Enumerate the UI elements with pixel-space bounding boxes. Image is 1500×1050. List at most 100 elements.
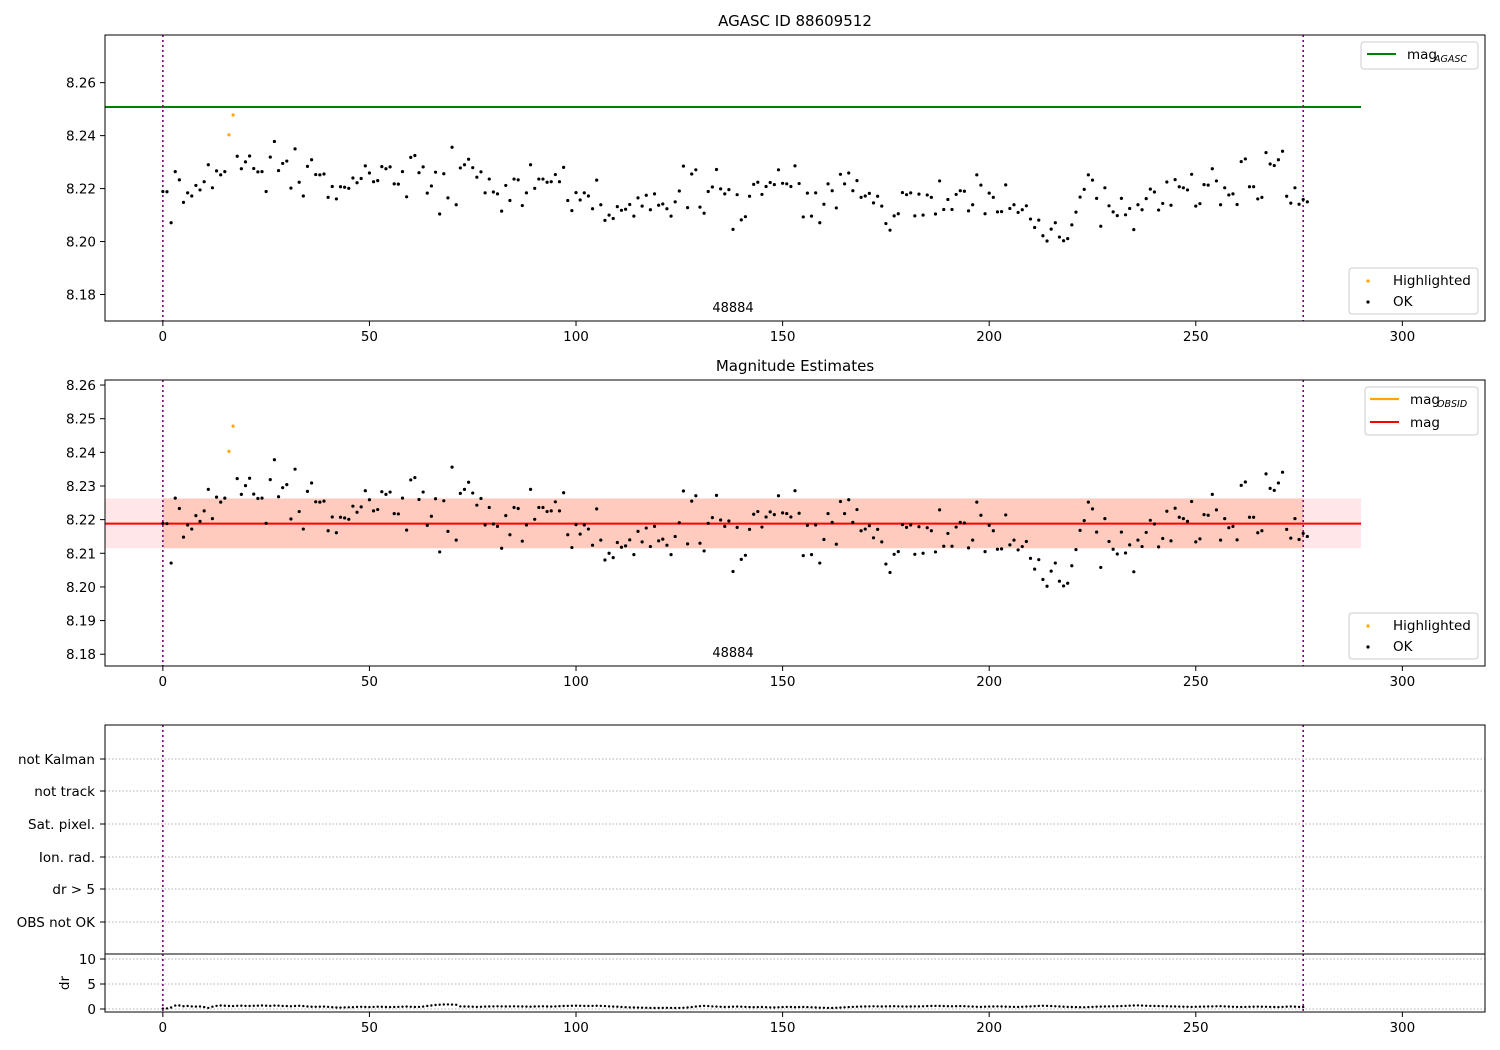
dr-point <box>194 1005 198 1008</box>
ok-point <box>904 525 909 529</box>
ok-point <box>979 183 983 187</box>
ok-point <box>1227 526 1231 530</box>
ok-point <box>958 520 962 524</box>
ok-point <box>235 154 239 158</box>
ok-point <box>797 511 801 515</box>
agasc-panel-frame <box>104 34 1486 322</box>
ok-point <box>801 215 805 219</box>
ok-point <box>917 525 921 529</box>
ok-point <box>1045 584 1049 588</box>
ok-point <box>1256 197 1260 201</box>
agasc-legend-bottom: Highlighted OK <box>1348 267 1479 315</box>
ok-point <box>442 499 446 503</box>
dr-point <box>996 1005 999 1008</box>
ok-point <box>173 496 177 500</box>
dr-point <box>1041 1004 1045 1007</box>
ok-point <box>1190 499 1194 504</box>
dr-point <box>236 1004 239 1007</box>
dr-point <box>1206 1005 1210 1008</box>
estimates-panel: Magnitude Estimates 0 50 100 150 200 250 300 8… <box>66 357 1486 690</box>
ok-point <box>347 186 351 190</box>
ok-point <box>822 537 826 542</box>
ok-point <box>1218 203 1223 207</box>
ok-point <box>677 521 681 525</box>
ok-point <box>1289 536 1293 540</box>
ok-point <box>458 491 462 495</box>
ok-point <box>921 551 925 555</box>
ok-point <box>248 476 252 480</box>
y-tick-label: 0 <box>87 1002 96 1018</box>
ok-point <box>1202 183 1206 187</box>
ok-point <box>1128 543 1132 547</box>
ok-point <box>1119 196 1124 200</box>
ok-point <box>363 489 367 493</box>
ok-point <box>562 491 566 495</box>
y-tick-label: 8.22 <box>66 182 96 198</box>
dr-point <box>297 1004 301 1007</box>
ok-point <box>1041 577 1045 582</box>
ok-point <box>239 167 243 171</box>
legend-highlighted-marker <box>1366 624 1370 628</box>
ok-point <box>1206 513 1210 517</box>
ok-point <box>776 494 781 498</box>
ok-point <box>830 520 834 524</box>
dr-point <box>475 1005 479 1009</box>
ok-point <box>644 193 648 197</box>
ok-point <box>673 200 677 204</box>
ok-point <box>281 161 285 166</box>
ok-point <box>1305 534 1309 539</box>
ok-point <box>1297 537 1301 542</box>
ok-point <box>409 155 413 159</box>
ok-point <box>417 171 421 175</box>
dr-point <box>190 1005 193 1008</box>
ok-point <box>933 212 938 216</box>
ok-point <box>999 210 1004 214</box>
y-tick-label: 8.19 <box>66 614 96 630</box>
ok-point <box>260 496 264 500</box>
ok-point <box>173 170 177 174</box>
dr-point <box>388 1005 392 1009</box>
dr-point <box>1285 1005 1288 1008</box>
ok-point <box>710 516 714 520</box>
y-tick-label: 8.20 <box>66 580 96 596</box>
ok-point <box>330 515 334 519</box>
dr-point <box>1173 1005 1177 1008</box>
x-tick-label: 300 <box>1389 674 1415 690</box>
dr-point <box>1021 1005 1024 1008</box>
ok-point <box>289 186 293 190</box>
ok-point <box>863 194 867 198</box>
ok-point <box>268 155 272 159</box>
ok-point <box>814 191 818 195</box>
dr-point <box>1211 1005 1214 1008</box>
ok-point <box>747 527 752 531</box>
dr-point <box>624 1006 627 1009</box>
dr-point <box>372 1005 375 1009</box>
dr-panel: 0 50 100 150 200 250 300 0 5 10 dr <box>57 952 1486 1036</box>
ok-point <box>909 191 913 195</box>
dr-point <box>376 1005 379 1008</box>
x-tick-label: 0 <box>159 329 168 345</box>
ok-point <box>1024 539 1028 544</box>
dr-point <box>1045 1004 1049 1008</box>
ok-point <box>309 481 314 485</box>
ok-point <box>884 221 888 226</box>
dr-point <box>591 1004 594 1008</box>
dr-point <box>529 1005 532 1008</box>
ok-point <box>1297 202 1301 206</box>
dr-point <box>1231 1005 1235 1008</box>
ok-point <box>194 183 198 188</box>
dr-point <box>1095 1005 1098 1008</box>
ok-point <box>214 495 219 499</box>
dr-point <box>339 1006 342 1009</box>
ok-point <box>731 227 735 231</box>
ok-point <box>685 542 690 546</box>
ok-point <box>975 500 979 504</box>
ok-point <box>1136 203 1140 207</box>
ok-point <box>1061 584 1066 588</box>
dr-point <box>202 1005 206 1009</box>
ok-point <box>537 505 541 510</box>
ok-point <box>578 532 582 536</box>
y-tick-label: 8.24 <box>66 445 96 461</box>
ok-point <box>429 514 434 518</box>
